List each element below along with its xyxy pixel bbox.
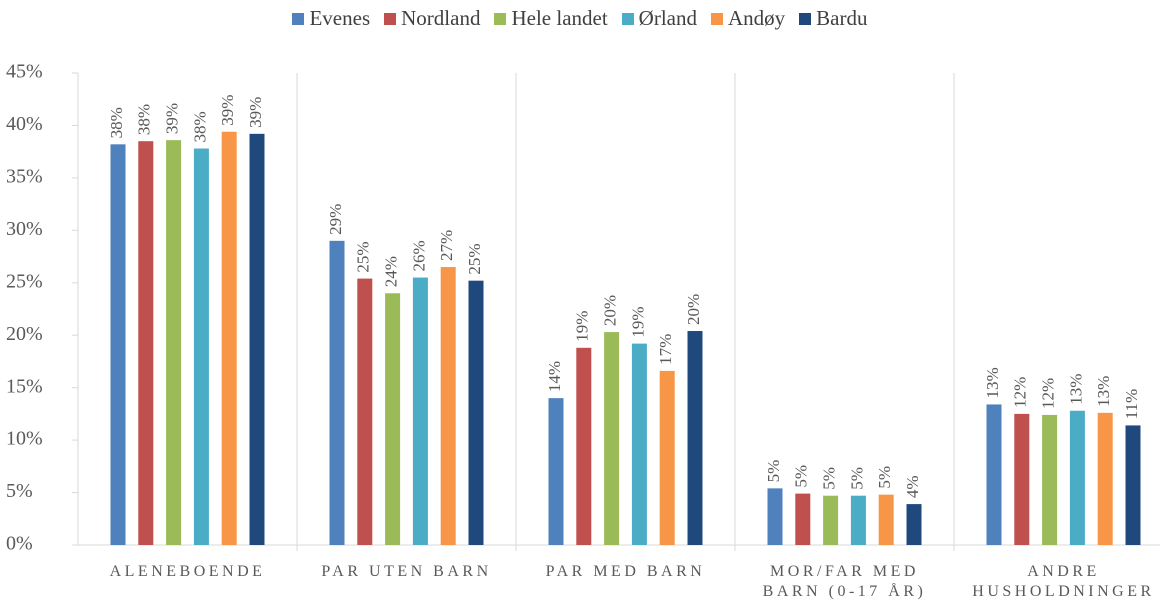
value-label: 24% xyxy=(382,256,401,287)
legend-item: Evenes xyxy=(292,6,370,31)
legend-item: Andøy xyxy=(711,6,785,31)
legend-label: Bardu xyxy=(816,6,868,30)
bar xyxy=(906,504,922,545)
y-tick-label: 15% xyxy=(6,375,43,397)
value-label: 12% xyxy=(1011,377,1030,408)
value-label: 5% xyxy=(875,466,894,489)
value-label: 38% xyxy=(107,107,126,138)
value-label: 25% xyxy=(354,241,373,272)
legend-swatch xyxy=(711,12,723,25)
bar xyxy=(1069,410,1085,545)
y-tick-label: 5% xyxy=(6,480,33,502)
bar xyxy=(823,495,839,545)
value-label: 38% xyxy=(135,104,154,135)
x-tick-label: ALENEBOENDE xyxy=(109,563,266,580)
legend-swatch xyxy=(494,12,507,25)
bar xyxy=(604,332,620,545)
y-tick-label: 0% xyxy=(6,533,33,555)
value-label: 5% xyxy=(764,460,783,483)
value-label: 38% xyxy=(190,111,209,142)
bar xyxy=(166,140,182,545)
legend-item: Bardu xyxy=(799,6,868,31)
legend-label: Nordland xyxy=(401,6,481,30)
bar xyxy=(878,494,894,545)
value-label: 19% xyxy=(628,306,647,337)
bar xyxy=(221,131,237,545)
y-tick-label: 10% xyxy=(6,428,43,450)
legend: Evenes Nordland Hele landet Ørland Andøy Bard… xyxy=(0,6,1160,31)
value-label: 5% xyxy=(847,467,866,490)
bar xyxy=(385,293,401,545)
value-label: 26% xyxy=(409,240,428,271)
legend-label: Hele landet xyxy=(511,6,608,30)
bar xyxy=(138,141,154,545)
y-tick-label: 45% xyxy=(6,61,43,83)
bar xyxy=(659,370,675,545)
value-label: 13% xyxy=(1066,374,1085,405)
bar xyxy=(986,404,1002,545)
legend-item: Ørland xyxy=(621,6,697,31)
bar xyxy=(1125,425,1141,545)
value-label: 13% xyxy=(1094,376,1113,407)
x-tick-label: PAR MED BARN xyxy=(545,563,706,580)
legend-swatch xyxy=(292,12,305,25)
y-tick-label: 35% xyxy=(6,165,43,187)
bar xyxy=(110,144,126,545)
value-label: 39% xyxy=(246,97,265,128)
legend-item: Nordland xyxy=(384,6,480,31)
legend-item: Hele landet xyxy=(494,6,608,31)
y-tick-label: 40% xyxy=(6,113,43,135)
value-label: 29% xyxy=(326,204,345,235)
value-label: 39% xyxy=(218,95,237,126)
bar xyxy=(795,493,811,545)
x-tick-label: MOR/FAR MED BARN (0-17 ÅR) xyxy=(762,563,927,600)
value-label: 19% xyxy=(573,311,592,342)
bar xyxy=(1014,413,1030,545)
value-label: 14% xyxy=(545,361,564,392)
bar xyxy=(412,277,428,545)
x-tick-label: ANDRE HUSHOLDNINGER xyxy=(972,563,1155,600)
value-label: 5% xyxy=(792,465,811,488)
value-label: 4% xyxy=(903,475,922,498)
legend-swatch xyxy=(384,12,397,25)
bar xyxy=(440,267,456,545)
bar xyxy=(329,240,345,546)
legend-swatch xyxy=(799,12,812,25)
bar xyxy=(357,278,373,545)
bar xyxy=(850,495,866,545)
y-tick-label: 25% xyxy=(6,270,43,292)
value-label: 12% xyxy=(1039,378,1058,409)
bar xyxy=(548,398,564,545)
value-label: 13% xyxy=(983,367,1002,398)
legend-label: Evenes xyxy=(309,6,371,30)
value-label: 11% xyxy=(1122,389,1141,420)
value-label: 25% xyxy=(465,244,484,275)
bar xyxy=(249,133,265,545)
bar xyxy=(576,347,592,545)
x-tick-label: PAR UTEN BARN xyxy=(321,563,492,580)
legend-swatch xyxy=(621,12,634,25)
value-label: 39% xyxy=(163,103,182,134)
bar xyxy=(767,488,783,545)
legend-label: Ørland xyxy=(638,6,697,30)
legend-label: Andøy xyxy=(728,6,786,30)
value-label: 20% xyxy=(601,295,620,326)
value-label: 17% xyxy=(656,334,675,365)
bar xyxy=(468,280,484,545)
value-label: 27% xyxy=(437,230,456,261)
bar xyxy=(1097,412,1113,545)
bar xyxy=(631,343,647,545)
bar xyxy=(193,148,209,545)
value-label: 20% xyxy=(684,294,703,325)
y-tick-label: 30% xyxy=(6,218,43,240)
value-label: 5% xyxy=(820,467,839,490)
y-tick-label: 20% xyxy=(6,323,43,345)
bar xyxy=(687,331,703,545)
bar xyxy=(1042,414,1058,545)
